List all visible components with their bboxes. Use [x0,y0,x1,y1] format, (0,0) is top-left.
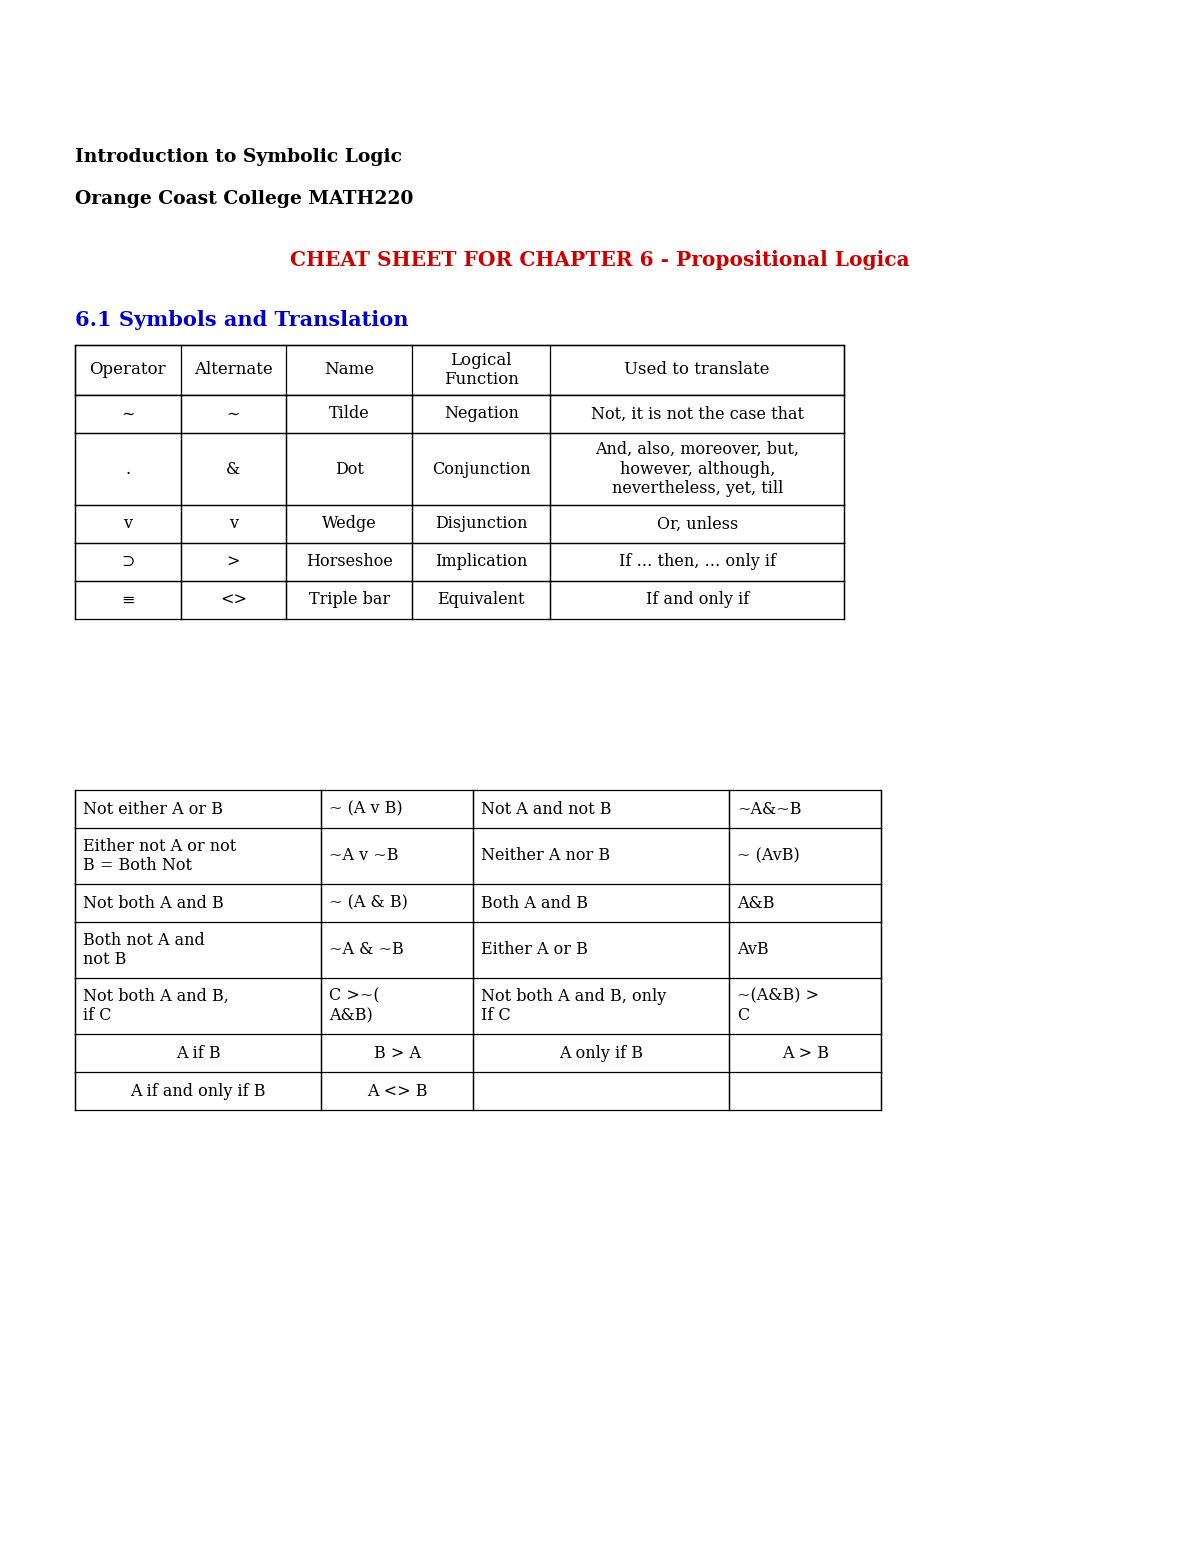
Text: Not both A and B,
if C: Not both A and B, if C [83,988,229,1025]
Text: Horseshoe: Horseshoe [306,553,392,570]
Text: If … then, … only if: If … then, … only if [619,553,775,570]
Text: ~A v ~B: ~A v ~B [329,848,398,865]
Bar [74,581,845,620]
Text: A <> B: A <> B [367,1082,427,1100]
Text: ~(A&B) >
C: ~(A&B) > C [737,988,820,1025]
Bar [74,884,881,922]
Text: Not both A and B: Not both A and B [83,895,223,912]
Text: ∼: ∼ [121,405,134,422]
Text: Neither A nor B: Neither A nor B [481,848,611,865]
Text: 6.1 Symbols and Translation: 6.1 Symbols and Translation [74,311,408,329]
Text: Negation: Negation [444,405,518,422]
Text: Implication: Implication [436,553,527,570]
Text: A if and only if B: A if and only if B [131,1082,265,1100]
Text: Introduction to Symbolic Logic: Introduction to Symbolic Logic [74,148,402,166]
Text: C >~(
A&B): C >~( A&B) [329,988,379,1025]
Text: Disjunction: Disjunction [434,516,528,533]
Text: Name: Name [324,362,374,379]
Text: v: v [124,516,132,533]
Bar [74,433,845,505]
Text: &: & [227,461,240,477]
Text: Logical
Function: Logical Function [444,351,518,388]
Text: Not either A or B: Not either A or B [83,800,223,817]
Text: Used to translate: Used to translate [624,362,770,379]
Text: <>: <> [220,592,247,609]
Bar [74,544,845,581]
Text: ⊃: ⊃ [121,553,134,570]
Text: v: v [229,516,238,533]
Bar [74,345,845,394]
Text: A&B: A&B [737,895,774,912]
Text: B > A: B > A [373,1045,421,1062]
Text: ~ (AvB): ~ (AvB) [737,848,799,865]
Text: ~A & ~B: ~A & ~B [329,941,403,958]
Text: .: . [125,461,131,477]
Text: Triple bar: Triple bar [308,592,390,609]
Text: ~ (A & B): ~ (A & B) [329,895,408,912]
Bar [74,505,845,544]
Text: AvB: AvB [737,941,769,958]
Text: A only if B: A only if B [559,1045,643,1062]
Text: Equivalent: Equivalent [438,592,524,609]
Text: Wedge: Wedge [322,516,377,533]
Text: A > B: A > B [781,1045,829,1062]
Text: Not A and not B: Not A and not B [481,800,612,817]
Text: Either not A or not
B = Both Not: Either not A or not B = Both Not [83,837,236,874]
Bar [74,1034,881,1072]
Text: Either A or B: Either A or B [481,941,588,958]
Text: Not both A and B, only
If C: Not both A and B, only If C [481,988,667,1025]
Text: ~ (A v B): ~ (A v B) [329,800,403,817]
Text: >: > [227,553,240,570]
Text: Not, it is not the case that: Not, it is not the case that [590,405,804,422]
Text: ∼: ∼ [227,405,240,422]
Bar [74,922,881,978]
Text: And, also, moreover, but,
however, although,
nevertheless, yet, till: And, also, moreover, but, however, altho… [595,441,799,497]
Text: Dot: Dot [335,461,364,477]
Bar [74,394,845,433]
Text: Alternate: Alternate [194,362,272,379]
Text: Both not A and
not B: Both not A and not B [83,932,205,969]
Text: Both A and B: Both A and B [481,895,588,912]
Text: ≡: ≡ [121,592,134,609]
Text: Conjunction: Conjunction [432,461,530,477]
Text: Orange Coast College MATH220: Orange Coast College MATH220 [74,189,413,208]
Text: Operator: Operator [90,362,166,379]
Bar [74,978,881,1034]
Text: Tilde: Tilde [329,405,370,422]
Text: Or, unless: Or, unless [656,516,738,533]
Text: ~A&~B: ~A&~B [737,800,802,817]
Text: If and only if: If and only if [646,592,749,609]
Bar [74,1072,881,1110]
Text: CHEAT SHEET FOR CHAPTER 6 - Propositional Logica: CHEAT SHEET FOR CHAPTER 6 - Propositiona… [290,250,910,270]
Bar [74,828,881,884]
Text: A if B: A if B [175,1045,221,1062]
Bar [74,790,881,828]
